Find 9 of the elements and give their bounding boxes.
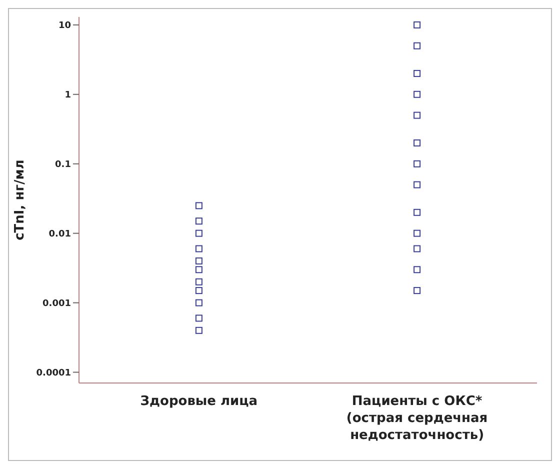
x-tick-label: Здоровые лица [140,394,258,409]
y-tick-label: 0.01 [48,230,71,240]
y-tick-label: 0.0001 [36,368,71,378]
y-axis-title: cTnI, нг/мл [12,160,28,240]
y-tick-label: 1 [64,90,71,101]
x-tick-label: Пациенты с ОКС* (острая сердечная недостаточность) [346,394,488,443]
y-tick-label: 0.001 [42,298,71,309]
y-tick-label: 0.1 [55,160,71,170]
y-tick-label: 10 [58,21,71,32]
